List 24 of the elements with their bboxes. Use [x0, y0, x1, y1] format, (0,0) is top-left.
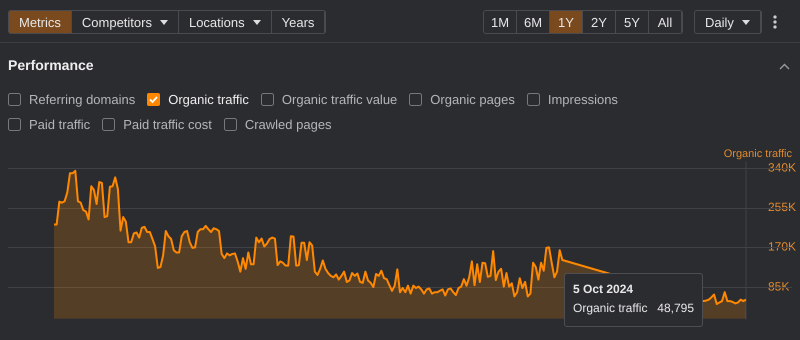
text: 6M — [524, 14, 542, 30]
text: Impressions — [548, 92, 618, 107]
text: Daily — [705, 14, 734, 30]
text: All — [658, 14, 672, 30]
text: Organic traffic — [168, 92, 249, 107]
text: 2Y — [591, 14, 607, 30]
text: Years — [282, 14, 314, 30]
text: Referring domains — [29, 92, 136, 107]
text: Metrics — [19, 14, 61, 30]
text: Paid traffic cost — [123, 117, 212, 132]
text: Organic pages — [430, 92, 515, 107]
text: Organic traffic value — [282, 92, 398, 107]
annotation: Organic traffic — [573, 301, 648, 315]
text: 1Y — [558, 14, 574, 30]
text: Competitors — [82, 14, 152, 30]
text: Locations — [188, 14, 245, 30]
annotation: 5 Oct 2024 — [573, 282, 634, 296]
text: Crawled pages — [244, 117, 332, 132]
text: 5Y — [624, 14, 640, 30]
chart-title: Performance — [8, 57, 94, 73]
y-axis-title: Organic traffic — [724, 148, 792, 160]
text: Paid traffic — [29, 117, 90, 132]
text: 1M — [490, 14, 510, 30]
annotation: 48,795 — [657, 301, 694, 315]
